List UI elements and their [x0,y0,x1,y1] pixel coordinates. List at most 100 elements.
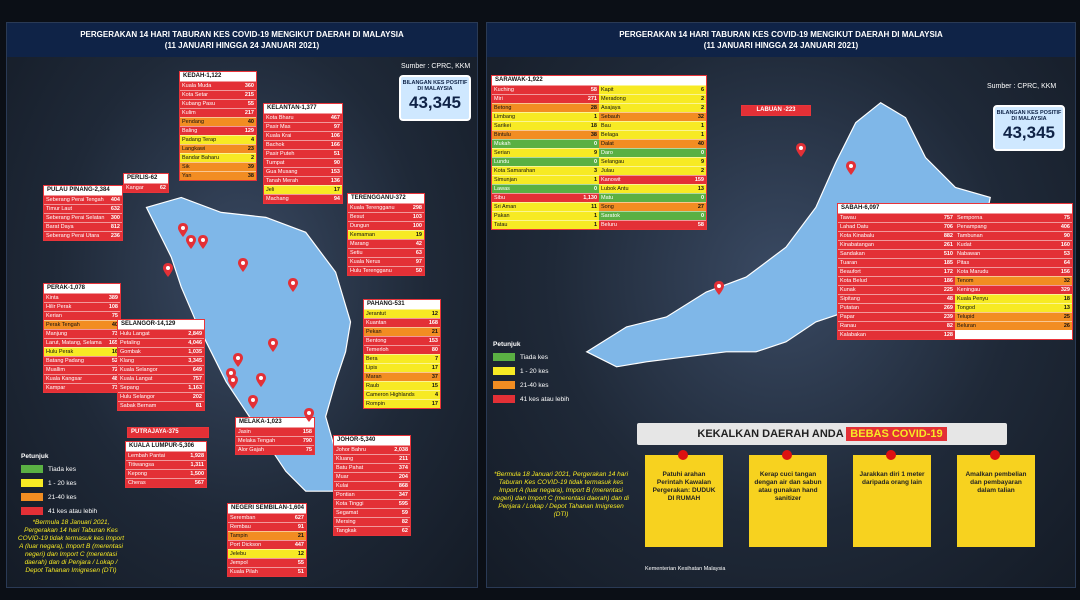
legend-item: 1 - 20 kes [520,367,549,375]
district-row: Temerloh 80 [364,345,440,354]
legend-swatch-yellow [493,367,515,375]
district-count: 202 [192,394,202,400]
left-legend: Petunjuk Tiada kes 1 - 20 kes 21-40 kes … [21,453,97,521]
district-row: Jerantut 12 [364,309,440,318]
district-count: 4 [250,137,254,143]
district-row: Kinta 389 [44,293,120,302]
legend-swatch-green [493,353,515,361]
district-name: Kepong [128,471,147,477]
district-row: Kulim 217 [180,108,256,117]
district-row: Hilir Perak 108 [44,302,120,311]
district-count: 21 [431,329,438,335]
district-row: Jeli 17 [264,185,342,194]
sabah-col-1: Tawau 757 Lahad Datu 706 Kota Kinabalu 882 Kin… [838,213,955,339]
district-name: Machang [266,196,289,202]
district-name: Nabawan [957,251,981,257]
right-title: PERGERAKAN 14 HARI TABURAN KES COVID-19 … [619,30,943,39]
district-row: Raub 15 [364,381,440,390]
district-count: 595 [398,501,408,507]
district-name: Bintulu [494,132,511,138]
district-count: 52 [111,358,118,364]
sabah-col-2: Semporna 75 Penampang 406 Tambunan 90 Kudat 160… [955,213,1072,339]
district-name: Lundu [494,159,510,165]
district-name: Sepang [120,385,139,391]
tip-text: Jarakkan diri 1 meter daripada orang lai… [859,471,925,486]
map-pin-icon [304,408,314,422]
district-count: 32 [697,114,704,120]
district-name: Ranau [840,323,857,329]
district-count: 129 [244,128,254,134]
map-pin-icon [163,263,173,277]
pin-icon [782,450,792,460]
district-row: Kota Marudu 156 [955,267,1072,276]
district-count: 406 [1060,224,1070,230]
district-count: 58 [590,87,597,93]
district-name: Kuala Nerus [350,259,381,265]
district-row: Kuala Selangor 649 [118,365,204,374]
district-row: Kuala Kangsar 48 [44,374,120,383]
state-box: PAHANG-531 Jerantut 12 Kuantan 168 Pekan 21 Ben… [363,299,441,409]
district-row: Kuala Terengganu 298 [348,203,424,212]
district-row: Kuala Muda 360 [180,81,256,90]
district-name: Tumpat [266,160,285,166]
district-name: Telupid [957,314,975,320]
district-name: Langkawi [182,146,206,152]
district-name: Pasir Puteh [266,151,295,157]
district-row: Sarikei 18 [492,121,599,130]
pin-icon [886,450,896,460]
district-count: 91 [297,524,304,530]
state-box: NEGERI SEMBILAN-1,604 Seremban 627 Rembau 91… [227,503,307,577]
district-count: 75 [111,313,118,319]
district-count: 90 [1063,233,1070,239]
district-name: Lahad Datu [840,224,869,230]
district-row: Kluang 211 [334,454,410,463]
district-count: 1 [593,213,597,219]
district-name: Simunjan [494,177,517,183]
district-row: Kuala Langat 757 [118,374,204,383]
district-count: 360 [244,83,254,89]
district-count: 757 [192,376,202,382]
left-footnote: *Bermula 18 Januari 2021, Pergerakan 14 … [17,519,125,574]
district-name: Sri Aman [494,204,517,210]
peninsular-panel: PERGERAKAN 14 HARI TABURAN KES COVID-19 … [6,22,478,588]
district-name: Melaka Tengah [238,438,276,444]
district-name: Kapit [601,87,614,93]
district-row: Kota Kinabalu 882 [838,231,955,240]
district-row: Seberang Perai Tengah 404 [44,195,122,204]
district-row: Pekan 21 [364,327,440,336]
state-box: TERENGGANU-372 Kuala Terengganu 298 Besut 10… [347,193,425,276]
district-row: Kapit 6 [599,85,706,94]
district-name: Miri [494,96,503,102]
district-count: 567 [194,480,204,486]
district-name: Hulu Perak [46,349,74,355]
district-name: Kota Marudu [957,269,989,275]
district-row: Barat Daya 812 [44,222,122,231]
district-count: 225 [943,287,953,293]
district-name: Hulu Terengganu [350,268,392,274]
district-count: 40 [697,141,704,147]
district-name: Kota Belud [840,278,867,284]
district-count: 108 [108,304,118,310]
state-title: MELAKA-1,023 [236,418,314,427]
district-row: Kota Samarahan 3 [492,166,599,175]
district-count: 6 [700,87,704,93]
district-row: Baling 129 [180,126,256,135]
district-name: Semporna [957,215,983,221]
district-name: Kuala Muda [182,83,212,89]
district-name: Gombak [120,349,141,355]
district-name: Bau [601,123,611,129]
district-count: 80 [431,347,438,353]
district-name: Sarikei [494,123,511,129]
state-box: MELAKA-1,023 Jasin 158 Melaka Tengah 790 Alor… [235,417,315,455]
district-row: Pontian 347 [334,490,410,499]
district-count: 0 [700,150,704,156]
district-count: 868 [398,483,408,489]
district-count: 215 [244,92,254,98]
district-name: Bandar Baharu [182,155,219,161]
map-pin-icon [268,338,278,352]
district-row: Daro 0 [599,148,706,157]
district-count: 404 [110,197,120,203]
district-count: 261 [943,242,953,248]
slogan-highlight: BEBAS COVID-19 [846,427,947,441]
ministry-footer: Kementerian Kesihatan Malaysia [645,566,726,572]
